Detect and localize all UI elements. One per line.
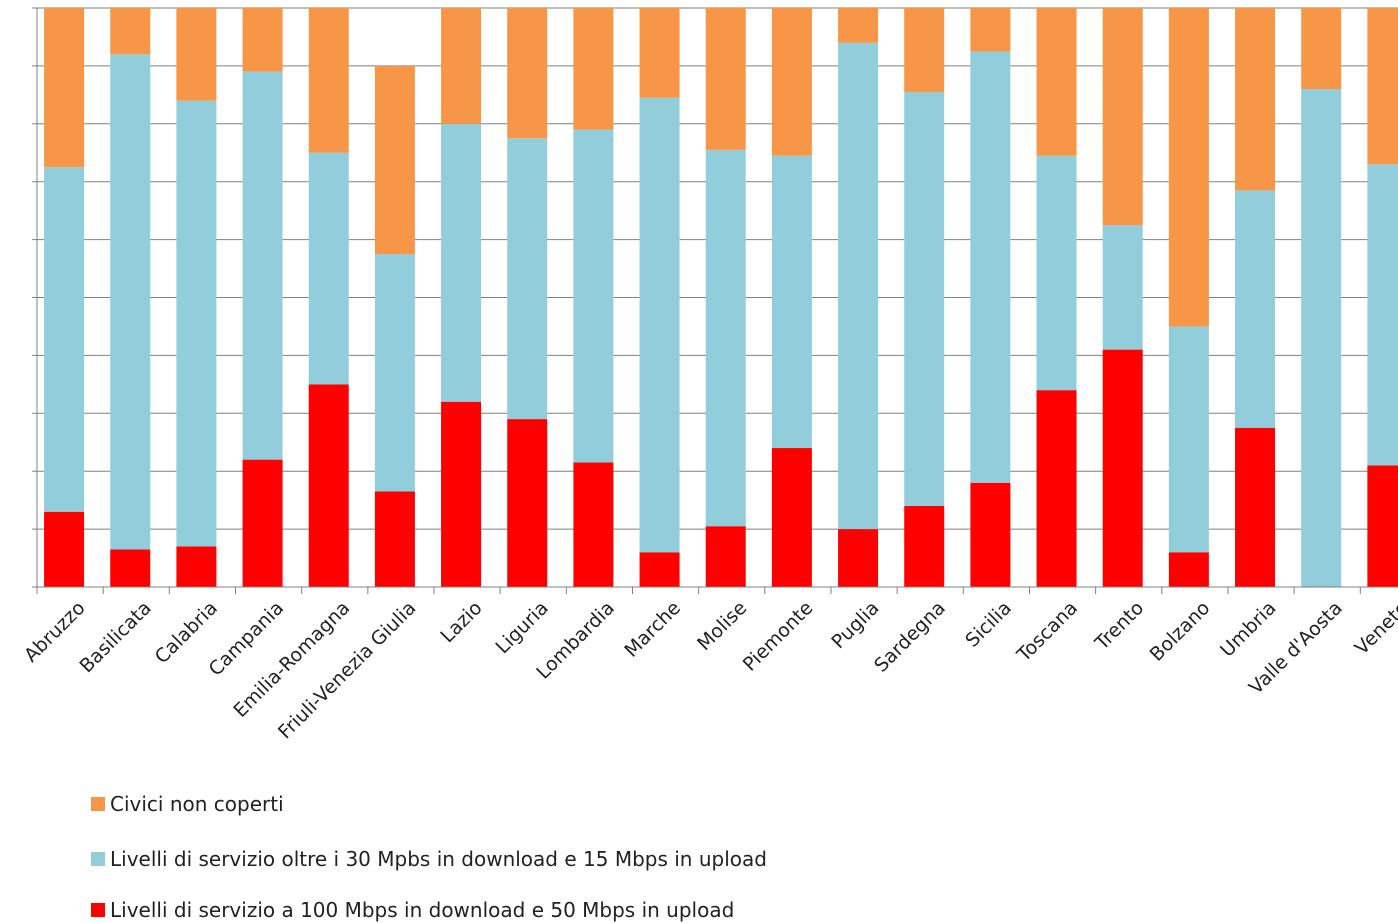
bar-segment-100mbps [706,526,746,587]
bar-segment-oltre-30mbps [706,150,746,526]
bar-segment-oltre-30mbps [904,92,944,506]
bar-segment-oltre-30mbps [640,98,680,553]
bar-segment-100mbps [1103,350,1143,587]
bar-segment-non-coperti [1301,8,1341,89]
bar-segment-non-coperti [1103,8,1143,225]
bar-segment-non-coperti [706,8,746,150]
bar-segment-100mbps [176,546,216,587]
bar-segment-non-coperti [640,8,680,98]
x-tick-label: Veneto [1351,597,1398,659]
bar-segment-oltre-30mbps [1103,225,1143,349]
bar-segment-oltre-30mbps [243,72,283,460]
bar-segment-100mbps [1169,552,1209,587]
x-tick-label: Trento [1090,597,1148,655]
x-tick-label: Toscana [1012,597,1082,667]
bar-segment-non-coperti [441,8,481,124]
bar-segment-oltre-30mbps [507,138,547,419]
bar-segment-oltre-30mbps [1037,156,1077,390]
bar-segment-100mbps [640,552,680,587]
bar-segment-non-coperti [1235,8,1275,190]
bar-segment-non-coperti [573,8,613,130]
bar-segment-oltre-30mbps [1169,326,1209,552]
x-tick-label: Emilia-Romagna [229,597,354,722]
legend-label: Civici non coperti [110,792,284,816]
bar-segment-100mbps [1367,465,1398,587]
bar-segment-non-coperti [970,8,1010,51]
bar-segment-100mbps [243,460,283,587]
bar-segment-non-coperti [110,8,150,54]
bar-segment-100mbps [573,463,613,587]
bar-segment-100mbps [970,483,1010,587]
bar-segment-100mbps [44,512,84,587]
bar-segment-100mbps [838,529,878,587]
x-tick-label: Sardegna [870,597,950,677]
bar-segment-non-coperti [507,8,547,138]
legend-item-civici-non-coperti: Civici non coperti [91,793,284,815]
bar-segment-non-coperti [44,8,84,167]
bar-segment-non-coperti [375,66,415,254]
legend-swatch-red [91,903,105,917]
x-tick-label: Lazio [436,597,486,647]
bar-segment-non-coperti [1367,8,1398,164]
bar-segment-100mbps [375,491,415,587]
bar-segment-non-coperti [772,8,812,156]
bar-segment-non-coperti [309,8,349,153]
bar-segment-non-coperti [243,8,283,72]
bar-segment-100mbps [507,419,547,587]
bar-segment-oltre-30mbps [44,167,84,512]
x-tick-label: Marche [620,597,685,662]
bar-segment-oltre-30mbps [441,124,481,402]
bar-segment-oltre-30mbps [573,130,613,463]
x-tick-label: Bolzano [1146,597,1215,666]
legend-item-oltre-30-mbps: Livelli di servizio oltre i 30 Mpbs in d… [91,848,767,870]
bar-segment-oltre-30mbps [375,254,415,491]
legend-label: Livelli di servizio oltre i 30 Mpbs in d… [110,847,767,871]
bar-segment-oltre-30mbps [1367,164,1398,465]
bar-segment-non-coperti [1169,8,1209,326]
bar-segment-100mbps [1037,390,1077,587]
x-tick-label: Umbria [1216,597,1281,662]
x-tick-label: Abruzzo [20,597,90,667]
legend-label: Livelli di servizio a 100 Mbps in downlo… [110,898,734,922]
bar-segment-oltre-30mbps [309,153,349,385]
bar-segment-non-coperti [1037,8,1077,156]
x-tick-label: Molise [693,597,751,655]
bar-segment-oltre-30mbps [970,51,1010,482]
x-tick-label: Basilicata [75,597,155,677]
bar-segment-non-coperti [176,8,216,101]
bar-segment-100mbps [772,448,812,587]
bar-segment-non-coperti [904,8,944,92]
bar-segment-100mbps [309,384,349,587]
x-tick-label: Puglia [827,597,883,653]
legend-swatch-orange [91,797,105,811]
bar-segment-oltre-30mbps [772,156,812,448]
bar-segment-oltre-30mbps [110,54,150,549]
bar-segment-oltre-30mbps [838,43,878,529]
bar-segment-non-coperti [838,8,878,43]
x-tick-label: Liguria [491,597,552,658]
bar-segment-oltre-30mbps [1301,89,1341,587]
legend-item-100-mbps: Livelli di servizio a 100 Mbps in downlo… [91,899,734,921]
x-tick-label: Piemonte [739,597,818,676]
legend-swatch-blue [91,852,105,866]
bar-segment-oltre-30mbps [1235,190,1275,427]
bar-segment-100mbps [110,549,150,587]
bar-segment-100mbps [441,402,481,587]
bar-segment-oltre-30mbps [176,101,216,547]
bar-segment-100mbps [904,506,944,587]
bar-segment-100mbps [1235,428,1275,587]
x-tick-label: Sicilia [961,597,1016,652]
